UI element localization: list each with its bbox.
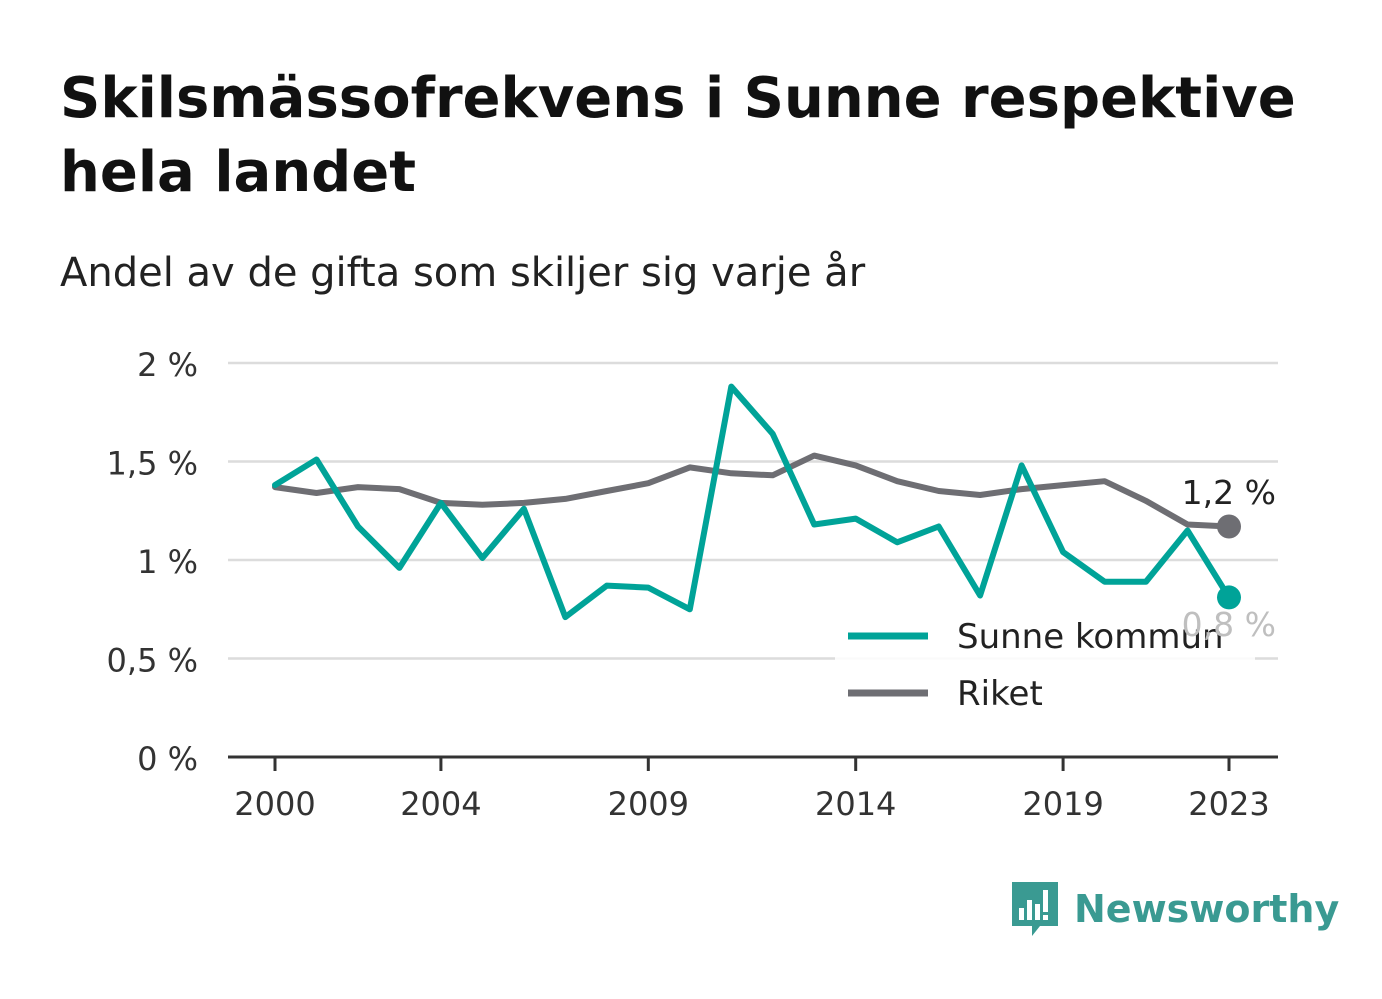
x-tick-label: 2009 xyxy=(608,785,689,823)
chart-subtitle: Andel av de gifta som skiljer sig varje … xyxy=(60,250,866,296)
y-axis: 0 % 0,5 % 1 % 1,5 % 2 % xyxy=(107,346,198,778)
newsworthy-logo: Newsworthy xyxy=(1010,878,1339,940)
brand-name: Newsworthy xyxy=(1074,887,1340,931)
y-tick-label: 0,5 % xyxy=(107,642,198,680)
series-line-1 xyxy=(272,452,1232,530)
series-lines xyxy=(272,383,1241,621)
legend: Sunne kommun Riket xyxy=(835,612,1255,714)
x-tick-label: 2014 xyxy=(815,785,896,823)
end-value-label-0: 0,8 % xyxy=(1182,605,1276,644)
x-tick-label: 2004 xyxy=(400,785,481,823)
series-end-point-1 xyxy=(1217,514,1241,539)
x-axis: 2000 2004 2009 2014 2019 2023 xyxy=(228,755,1278,823)
series-line-0 xyxy=(272,383,1232,621)
end-value-label-1: 1,2 % xyxy=(1182,473,1276,512)
x-tick-label: 2023 xyxy=(1188,785,1269,823)
x-tick-label: 2019 xyxy=(1022,785,1103,823)
y-tick-label: 1 % xyxy=(137,543,198,581)
legend-label-0: Sunne kommun xyxy=(957,617,1224,657)
y-tick-label: 1,5 % xyxy=(107,445,198,483)
end-labels: 0,8 % 1,2 % xyxy=(1182,473,1276,644)
chart-title: Skilsmässofrekvens i Sunne respektive he… xyxy=(60,66,1296,205)
series-end-point-0 xyxy=(1217,585,1241,610)
y-tick-label: 0 % xyxy=(137,740,198,778)
y-tick-label: 2 % xyxy=(137,346,198,384)
legend-label-1: Riket xyxy=(957,674,1043,714)
newsworthy-logo-icon xyxy=(1012,882,1058,936)
x-tick-label: 2000 xyxy=(234,785,315,823)
